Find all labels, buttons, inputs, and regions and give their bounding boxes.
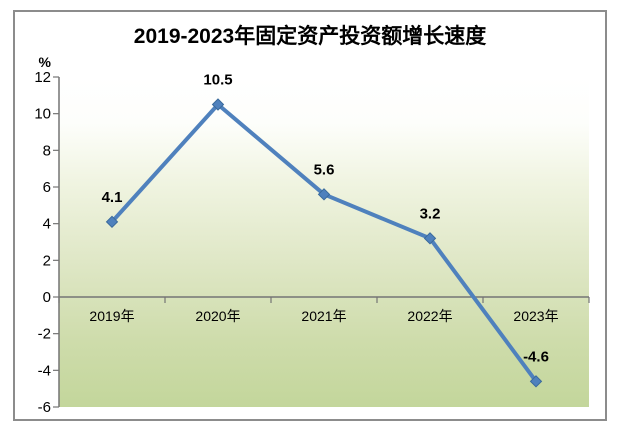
data-point-marker [317, 188, 331, 201]
y-tick-label: 10 [34, 106, 51, 123]
y-tick-label: -2 [38, 326, 51, 343]
y-tick-label: 12 [34, 69, 51, 86]
data-point-markers [105, 98, 543, 388]
data-point-label: 10.5 [203, 72, 232, 89]
data-labels: 4.1 10.5 5.6 3.2 -4.6 [102, 72, 549, 366]
x-category-label: 2019年 [89, 308, 134, 324]
x-category-label: 2021年 [301, 308, 346, 324]
x-category-label: 2020年 [195, 308, 240, 324]
y-axis-ticks [53, 76, 59, 408]
y-tick-label: -6 [38, 399, 51, 416]
data-point-label: -4.6 [523, 348, 549, 365]
x-axis-ticks [58, 297, 590, 303]
y-axis-unit-label: % [39, 54, 52, 70]
x-axis-labels: 2019年 2020年 2021年 2022年 2023年 [89, 308, 558, 324]
chart-title: 2019-2023年固定资产投资额增长速度 [134, 24, 486, 48]
y-axis-labels: 12 10 8 6 4 2 0 -2 -4 -6 [34, 69, 51, 416]
data-point-label: 3.2 [420, 205, 441, 222]
data-point-marker [105, 215, 119, 229]
x-category-label: 2023年 [513, 308, 558, 324]
y-tick-label: 2 [43, 252, 51, 269]
y-tick-label: -4 [38, 362, 51, 379]
x-category-label: 2022年 [407, 308, 452, 324]
data-point-label: 4.1 [102, 189, 123, 206]
data-point-label: 5.6 [314, 161, 335, 178]
y-tick-label: 6 [43, 179, 51, 196]
y-tick-label: 4 [43, 216, 51, 233]
y-tick-label: 8 [43, 142, 51, 159]
data-point-marker [211, 98, 225, 111]
data-point-marker [423, 232, 437, 245]
y-tick-label: 0 [43, 289, 51, 306]
data-point-marker [529, 375, 543, 388]
plot-area [59, 77, 589, 407]
